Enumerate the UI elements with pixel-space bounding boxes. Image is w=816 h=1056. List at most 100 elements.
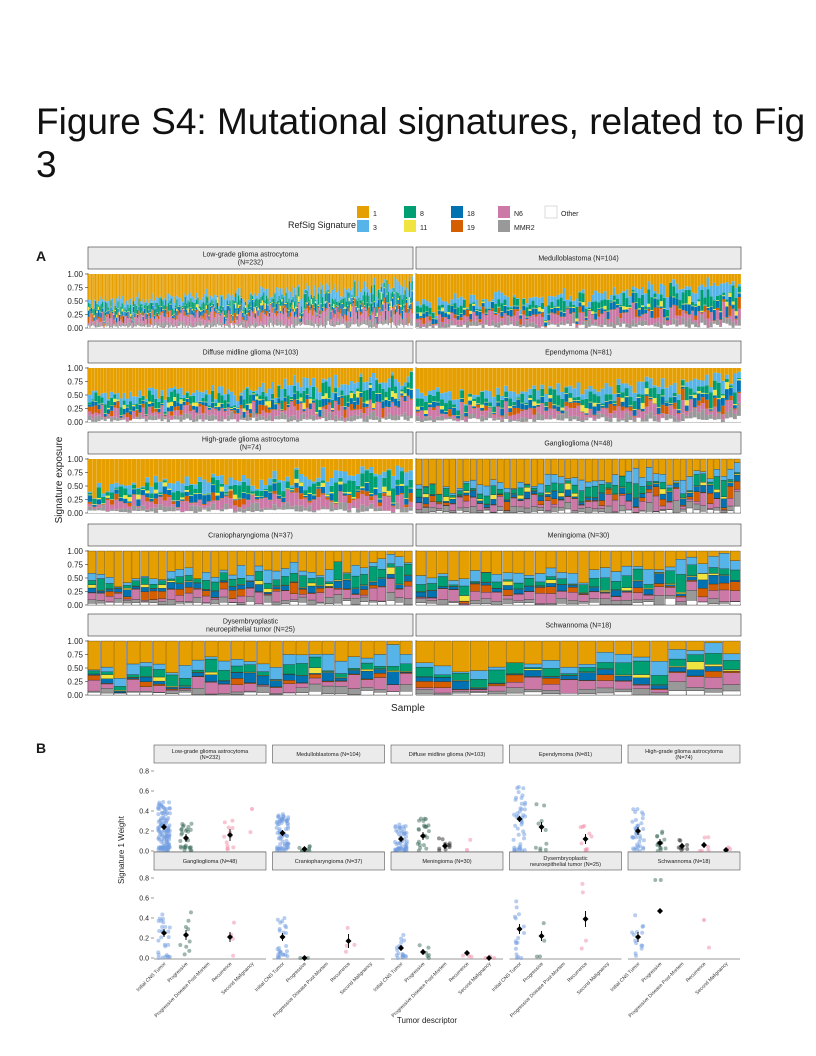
bar-segment-sig-1 [653, 274, 657, 292]
bar-segment-sig-18 [118, 314, 121, 322]
bar-segment-sig-3 [358, 281, 360, 298]
bar-segment-sig-18 [182, 401, 186, 406]
bar-segment-sig-18 [476, 403, 481, 405]
bar-segment-sig-18 [121, 311, 123, 316]
bar-segment-sig-n6 [258, 414, 262, 415]
bar-segment-sig-11 [734, 311, 738, 316]
bar-segment-sig-8 [497, 299, 501, 307]
bar-segment-sig-19 [516, 407, 521, 414]
bar-segment-sig-19 [345, 315, 348, 321]
bar-segment-sig-19 [104, 315, 107, 316]
bar-segment-sig-18 [335, 306, 338, 307]
bar-segment-sig-1 [261, 274, 263, 288]
bar-segment-sig-mmr2 [220, 416, 224, 422]
bar-segment-sig-mmr2 [153, 321, 156, 326]
bar-segment-sig-1 [116, 274, 118, 299]
bar-segment-sig-mmr2 [405, 317, 408, 326]
bar-segment-sig-mmr2 [496, 417, 501, 420]
bar-segment-sig-other [93, 326, 95, 328]
bar-segment-sig-n6 [616, 406, 621, 419]
bar-segment-sig-n6 [177, 314, 179, 322]
bar-segment-sig-18 [232, 316, 234, 321]
bar-segment-sig-n6 [375, 402, 379, 417]
bar-segment-sig-8 [512, 297, 516, 306]
bar-segment-sig-8 [94, 392, 98, 402]
bar-segment-sig-11 [594, 312, 598, 314]
bar-segment-sig-11 [406, 387, 410, 389]
bar-segment-sig-mmr2 [447, 323, 451, 328]
bar-segment-sig-other [144, 326, 146, 328]
bar-segment-sig-19 [600, 313, 604, 315]
bar-segment-sig-18 [668, 403, 673, 406]
bar-segment-sig-n6 [308, 409, 312, 415]
bar-segment-sig-mmr2 [105, 511, 110, 512]
bar-segment-sig-other [516, 326, 519, 328]
bar-segment-sig-19 [512, 309, 516, 316]
bar-segment-sig-18 [396, 305, 398, 312]
bar-segment-sig-11 [660, 395, 665, 397]
bar-segment-sig-n6 [230, 316, 233, 319]
bar-segment-sig-mmr2 [487, 325, 491, 327]
bar-segment-sig-3 [157, 398, 161, 402]
legend-label-n6: N6 [514, 211, 523, 218]
bar-segment-sig-11 [540, 396, 545, 397]
bar-segment-sig-n6 [254, 318, 256, 320]
bar-segment-sig-18 [198, 401, 202, 404]
bar-segment-sig-11 [584, 408, 589, 414]
bar-segment-sig-19 [271, 409, 275, 410]
bar-segment-sig-n6 [226, 407, 230, 416]
bar-segment-sig-18 [460, 398, 464, 403]
bar-segment-sig-18 [528, 310, 532, 317]
bar-segment-sig-8 [249, 302, 251, 310]
bar-segment-sig-3 [606, 299, 610, 300]
bar-segment-sig-mmr2 [184, 321, 186, 328]
bar-segment-sig-19 [258, 404, 262, 415]
bar-segment-sig-8 [512, 401, 517, 406]
bar-segment-sig-11 [127, 497, 132, 502]
bar-segment-sig-mmr2 [425, 323, 429, 328]
bar-segment-sig-1 [116, 368, 120, 394]
bar-segment-sig-n6 [305, 309, 307, 319]
bar-segment-sig-3 [223, 394, 227, 401]
bar-segment-sig-19 [302, 316, 304, 318]
bar-segment-sig-8 [139, 304, 142, 313]
bar-segment-sig-other [328, 324, 331, 328]
bar-segment-sig-other [100, 419, 104, 422]
bar-segment-sig-19 [564, 401, 569, 406]
bar-segment-sig-18 [459, 313, 463, 318]
bar-segment-sig-1 [275, 274, 277, 288]
bar-segment-sig-8 [258, 299, 261, 310]
bar-segment-sig-3 [641, 286, 644, 295]
bar-segment-sig-1 [158, 459, 163, 482]
bar-segment-sig-18 [500, 408, 505, 416]
bar-segment-sig-19 [191, 314, 193, 316]
bar-segment-sig-8 [361, 300, 363, 308]
bar-segment-sig-other [327, 420, 331, 422]
bar-segment-sig-1 [197, 459, 203, 477]
bar-segment-sig-mmr2 [488, 412, 493, 419]
bar-segment-sig-18 [194, 310, 196, 318]
bar-segment-sig-8 [334, 298, 336, 309]
bar-segment-sig-8 [587, 307, 591, 310]
bar-segment-sig-8 [375, 307, 377, 317]
bar-segment-sig-19 [496, 406, 501, 407]
bar-segment-sig-11 [547, 313, 551, 315]
bar-segment-sig-mmr2 [504, 413, 509, 419]
bar-segment-sig-18 [209, 306, 212, 312]
bar-segment-sig-11 [648, 396, 653, 398]
bar-segment-sig-n6 [130, 318, 132, 323]
bar-segment-sig-11 [487, 307, 491, 309]
bar-segment-sig-19 [293, 399, 297, 407]
bar-segment-sig-11 [475, 309, 479, 311]
bar-segment-sig-11 [131, 488, 137, 490]
bar-segment-sig-3 [277, 384, 281, 386]
bar-segment-sig-1 [389, 274, 391, 289]
bar-segment-sig-18 [722, 296, 726, 300]
bar-segment-sig-n6 [548, 408, 553, 416]
bar-segment-sig-mmr2 [600, 413, 605, 418]
bar-segment-sig-19 [130, 317, 132, 319]
bar-segment-sig-19 [187, 314, 189, 318]
bar-segment-sig-8 [327, 289, 329, 292]
bar-segment-sig-n6 [603, 311, 607, 318]
bar-segment-sig-18 [114, 489, 119, 494]
